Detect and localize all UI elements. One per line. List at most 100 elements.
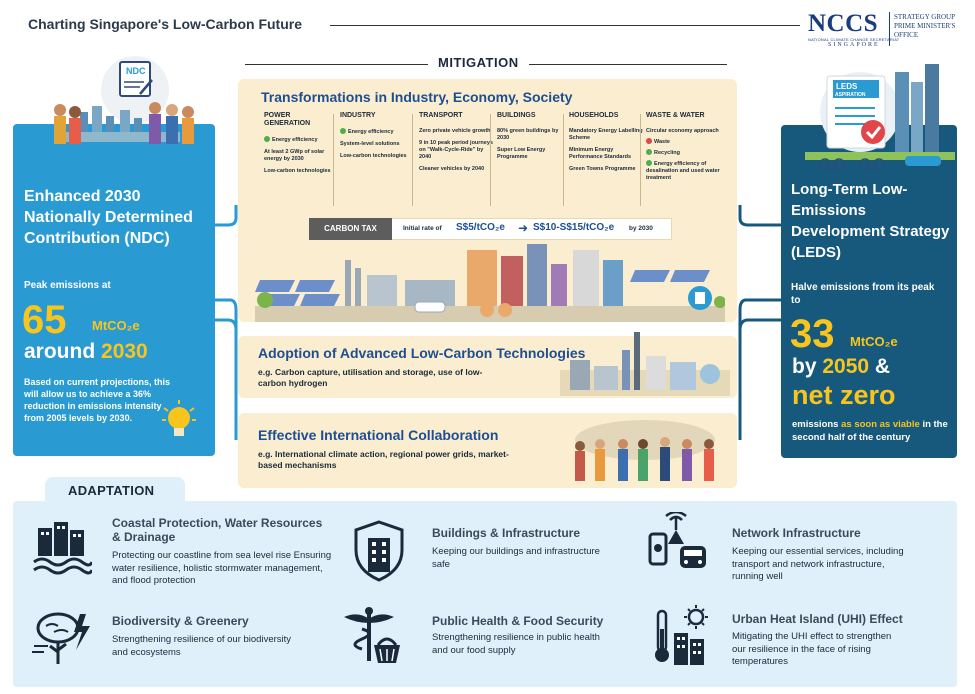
- nccs-logo-sub: NATIONAL CLIMATE CHANGE SECRETARIAT: [808, 37, 900, 42]
- ndc-unit: MtCO₂e: [92, 318, 140, 333]
- carbon-tax-label: CARBON TAX: [309, 218, 392, 240]
- svg-text:ASPIRATION: ASPIRATION: [835, 92, 866, 98]
- adaptation-tab: [45, 477, 185, 505]
- sector-item: Low-carbon technologies: [264, 168, 331, 174]
- sector-heading: HOUSEHOLDS: [569, 112, 619, 119]
- sector-transport: TRANSPORT Zero private vehicle growth 9 …: [419, 112, 493, 178]
- sector-item: Low-carbon technologies: [340, 153, 407, 159]
- sector-item: 9 in 10 peak period journeys on "Walk-Cy…: [419, 140, 493, 160]
- leds-unit: MtCO₂e: [850, 334, 898, 349]
- sector-item: Super Low Energy Programme: [497, 147, 546, 160]
- leds-title: Long-Term Low-Emissions Development Stra…: [791, 181, 950, 261]
- adapt-item-title: Coastal Protection, Water Resources & Dr…: [112, 516, 323, 544]
- coastal-icon: [33, 522, 92, 575]
- sector-heading: BUILDINGS: [497, 112, 536, 119]
- sector-item: At least 2 GWp of solar energy by 2030: [264, 149, 325, 162]
- sector-item-text: Energy efficiency: [348, 129, 394, 135]
- adapt-item-title: Network Infrastructure: [732, 526, 861, 540]
- ndc-year: 2030: [101, 340, 148, 363]
- ndc-value: 65: [22, 298, 67, 342]
- note-pre: emissions: [792, 419, 839, 430]
- adaptation-label: ADAPTATION: [68, 483, 155, 498]
- leds-halve: Halve emissions from its peak to: [791, 282, 935, 306]
- svg-text:NDC: NDC: [126, 66, 146, 76]
- logo-right-line: PRIME MINISTER'S: [894, 22, 956, 30]
- sector-item: Green Towns Programme: [569, 166, 636, 172]
- carbon-tax-initial: Initial rate of: [403, 225, 442, 232]
- ndc-title: Enhanced 2030 Nationally Determined Cont…: [24, 188, 193, 247]
- leds-by-year: by 2050 &: [792, 355, 890, 379]
- logo-right-line: STRATEGY GROUP: [894, 13, 955, 21]
- nccs-logo: NCCS: [808, 10, 879, 37]
- adapt-item-title: Urban Heat Island (UHI) Effect: [732, 612, 903, 626]
- amp-text: &: [874, 355, 891, 378]
- collaboration-subtitle: e.g. International climate action, regio…: [258, 449, 509, 470]
- ndc-panel: [13, 124, 215, 456]
- lightbulb-icon: [162, 400, 196, 436]
- sector-heading: TRANSPORT: [419, 112, 463, 119]
- sector-divider: [412, 114, 413, 206]
- health-food-icon: [344, 607, 400, 663]
- collaboration-title: Effective International Collaboration: [258, 427, 499, 443]
- sector-item: Minimum Energy Performance Standards: [569, 147, 632, 160]
- sector-divider: [563, 114, 564, 206]
- ndc-illustration: NDC: [54, 56, 194, 144]
- sector-item-text: Waste: [654, 139, 670, 145]
- leds-value: 33: [790, 312, 835, 356]
- adapt-item-desc: Strengthening resilience of our biodiver…: [112, 634, 292, 658]
- sector-item: Circular economy approach: [646, 128, 719, 134]
- adoption-subtitle: e.g. Carbon capture, utilisation and sto…: [258, 367, 483, 388]
- note-highlight: as soon as viable: [841, 419, 920, 430]
- heat-icon: [655, 605, 708, 665]
- carbon-tax-value-initial: S$5/tCO₂e: [456, 222, 505, 233]
- sector-item: 80% green buildings by 2030: [497, 128, 559, 141]
- page-title: Charting Singapore's Low-Carbon Future: [28, 16, 302, 32]
- sector-heading: POWER GENERATION: [264, 112, 311, 127]
- sector-divider: [490, 114, 491, 206]
- logo-divider: [889, 12, 890, 46]
- sector-item: System-level solutions: [340, 141, 400, 147]
- adapt-item-title: Biodiversity & Greenery: [112, 614, 249, 628]
- adaptation-panel: [13, 501, 957, 687]
- adapt-item-desc: Mitigating the UHI effect to strengthen …: [732, 631, 892, 667]
- sector-item: Energy efficiency: [264, 136, 338, 144]
- leds-note: emissions as soon as viable in the secon…: [792, 418, 957, 444]
- green-marker-icon: [646, 149, 652, 155]
- sector-divider: [333, 114, 334, 206]
- adapt-item-title: Public Health & Food Security: [432, 614, 604, 628]
- carbon-tax-by: by 2030: [629, 225, 653, 232]
- sector-power: POWER GENERATION Energy efficiency At le…: [264, 112, 338, 180]
- city-scene-illustration: [255, 244, 725, 322]
- logo-right-line: OFFICE: [894, 31, 919, 39]
- sector-item-text: Recycling: [654, 150, 680, 156]
- leds-panel: [781, 125, 957, 458]
- sector-waste-water: WASTE & WATER Circular economy approach …: [646, 112, 726, 187]
- green-marker-icon: [646, 160, 652, 166]
- people-world-illustration: [575, 420, 715, 481]
- network-icon: [648, 512, 706, 568]
- by-text: by: [792, 355, 817, 378]
- net-zero: net zero: [792, 380, 896, 410]
- adapt-item-desc: Strengthening resilience in public healt…: [432, 632, 600, 656]
- nccs-logo-country: SINGAPORE: [828, 42, 880, 48]
- sector-item: Cleaner vehicles by 2040: [419, 166, 485, 172]
- sector-buildings: BUILDINGS 80% green buildings by 2030 Su…: [497, 112, 571, 166]
- note-post: in the second half of the century: [792, 419, 948, 443]
- sector-heading: WASTE & WATER: [646, 112, 705, 119]
- tree-storm-icon: [32, 612, 90, 664]
- sector-item: Mandatory Energy Labelling Scheme: [569, 128, 643, 141]
- mitigation-label: MITIGATION: [428, 55, 529, 70]
- header-rule: [330, 25, 800, 26]
- sector-item: Energy efficiency of desalination and us…: [646, 160, 726, 182]
- sector-households: HOUSEHOLDS Mandatory Energy Labelling Sc…: [569, 112, 643, 178]
- leds-illustration: LEDS ASPIRATION: [805, 64, 955, 170]
- ndc-note: Based on current projections, this will …: [24, 377, 171, 423]
- adapt-item-title: Buildings & Infrastructure: [432, 526, 581, 540]
- sector-item-text: Energy efficiency of desalination and us…: [646, 161, 720, 181]
- building-shield-icon: [354, 520, 404, 582]
- around-text: around: [24, 340, 96, 363]
- sector-item: Recycling: [646, 149, 726, 157]
- industrial-plant-illustration: [560, 332, 730, 396]
- arrow-right-icon: ➜: [518, 221, 529, 235]
- green-marker-icon: [264, 136, 270, 142]
